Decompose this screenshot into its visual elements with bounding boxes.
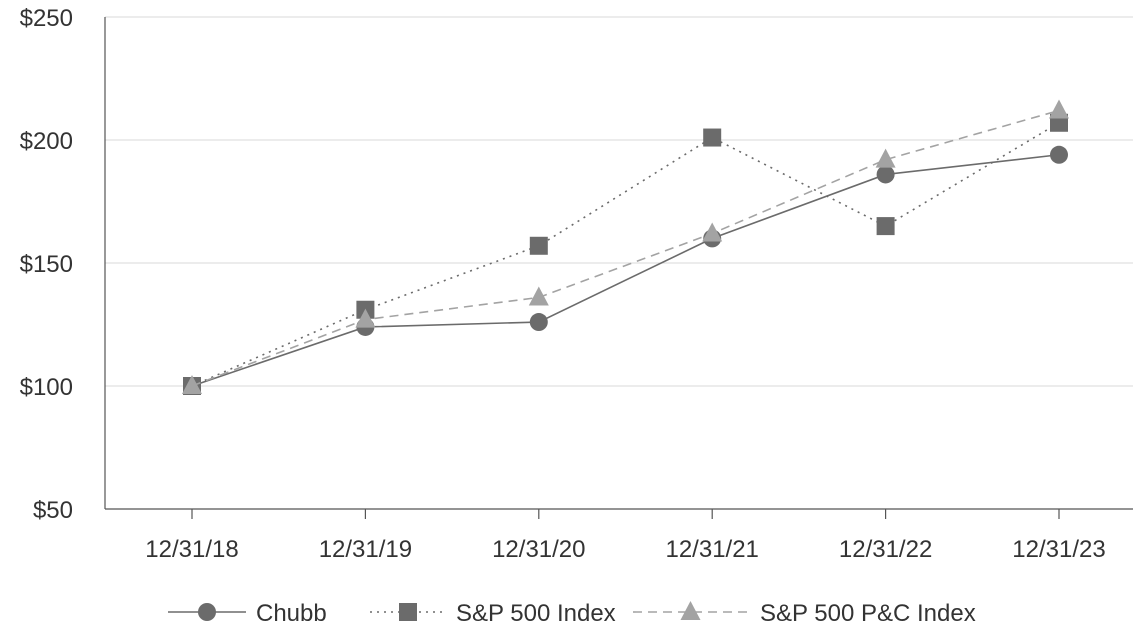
data-point	[1050, 145, 1068, 164]
data-point	[1049, 99, 1069, 119]
data-point	[875, 148, 896, 168]
x-tick-label: 12/31/18	[145, 536, 238, 563]
legend-label: S&P 500 P&C Index	[760, 600, 976, 626]
data-point	[528, 286, 549, 306]
y-tick-label: $100	[20, 374, 73, 401]
legend-marker	[680, 601, 701, 620]
y-tick-labels: $50 $100 $150 $200 $250	[20, 5, 73, 524]
series-group	[182, 99, 1069, 395]
legend-item: S&P 500 P&C Index	[633, 600, 976, 627]
legend-label: S&P 500 Index	[456, 600, 616, 626]
series-line	[191, 122, 1060, 387]
data-point	[355, 308, 376, 328]
series-circle	[183, 145, 1068, 395]
x-tick-label: 12/31/23	[1012, 536, 1105, 563]
legend-marker	[399, 603, 417, 621]
x-tick-label: 12/31/22	[839, 536, 932, 563]
x-tick-label: 12/31/20	[492, 536, 585, 563]
x-tick-label: 12/31/19	[319, 536, 412, 563]
data-point	[182, 375, 202, 394]
series-square	[183, 113, 1068, 395]
series-triangle	[182, 99, 1069, 394]
legend-item: S&P 500 Index	[370, 600, 616, 627]
y-tick-label: $150	[20, 251, 73, 278]
x-tick-label: 12/31/21	[665, 536, 758, 563]
legend-label: Chubb	[256, 600, 327, 626]
y-tick-label: $250	[20, 5, 73, 32]
series-line	[191, 109, 1060, 387]
data-point	[702, 222, 723, 242]
gridlines	[105, 16, 1133, 387]
y-tick-label: $200	[20, 128, 73, 155]
x-tick-labels: 12/31/18 12/31/19 12/31/20 12/31/21 12/31/22…	[145, 536, 1105, 563]
data-point	[703, 128, 722, 147]
data-point	[876, 217, 895, 236]
legend: Chubb S&P 500 Index S&P 500 P&C Index	[168, 600, 976, 627]
axes	[104, 17, 1133, 519]
legend-item: Chubb	[168, 600, 327, 627]
data-point	[529, 313, 548, 332]
series-line	[191, 153, 1060, 387]
y-tick-label: $50	[33, 497, 73, 524]
legend-marker	[198, 603, 216, 621]
data-point	[529, 236, 548, 255]
data-point	[876, 165, 895, 184]
